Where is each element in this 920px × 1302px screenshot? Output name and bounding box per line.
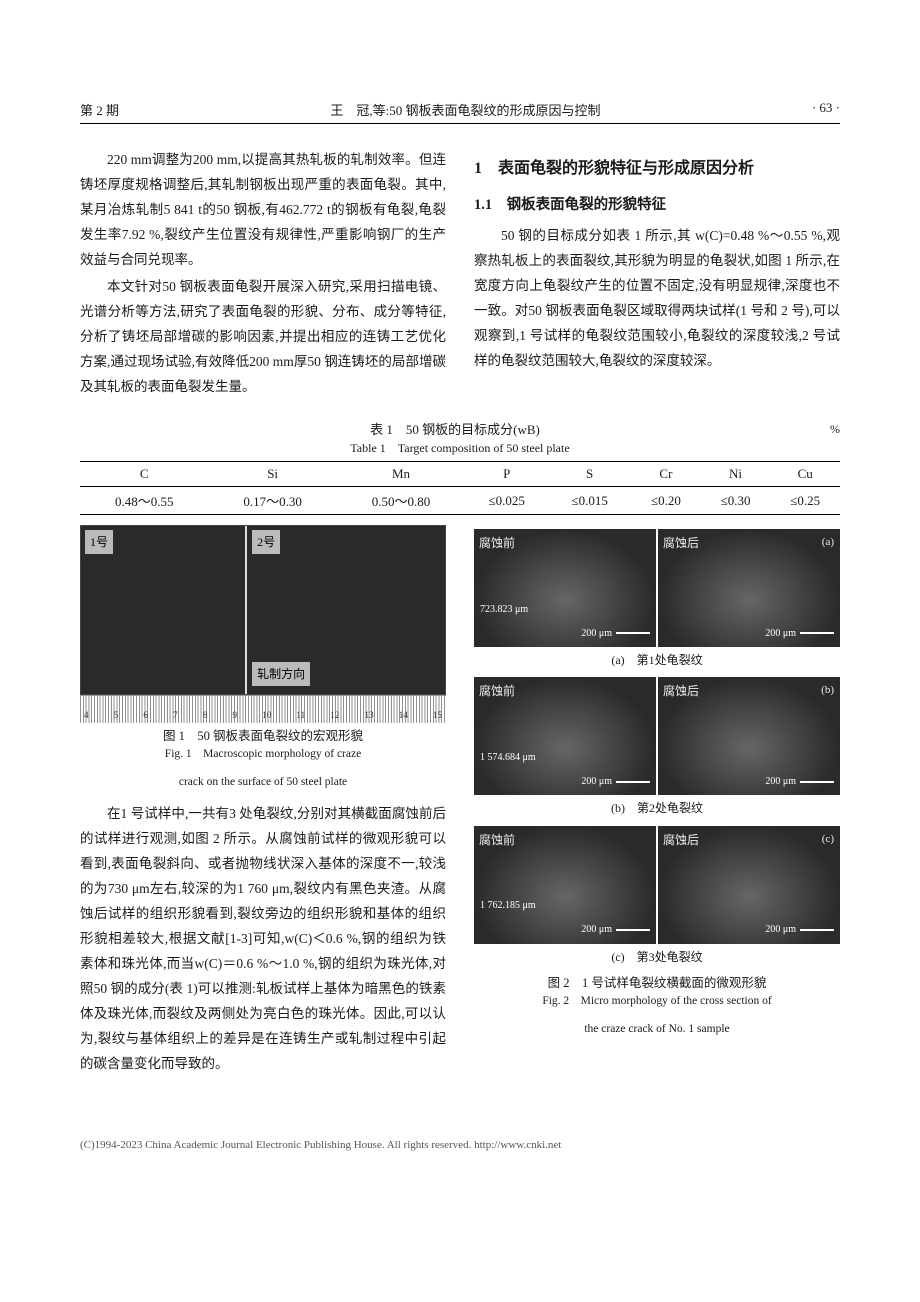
fig2a-subcaption: (a) 第1处龟裂纹 [474, 649, 840, 671]
measurement-b: 1 574.684 μm [480, 749, 536, 768]
panel-letter-a: (a) [822, 532, 834, 552]
ruler-tick: 10 [262, 707, 271, 724]
after-label: 腐蚀后 [663, 532, 699, 554]
ruler-tick: 6 [143, 707, 148, 724]
ruler-tick: 13 [365, 707, 374, 724]
scale-bar: 200 μm [765, 625, 834, 644]
rolling-direction-label: 轧制方向 [252, 662, 310, 686]
table-1-caption-en: Table 1 Target composition of 50 steel p… [80, 439, 840, 457]
intro-paragraph-1: 220 mm调整为200 mm,以提高其热轧板的轧制效率。但连铸坯厚度规格调整后… [80, 148, 446, 273]
panel-letter-c: (c) [822, 829, 834, 849]
col-header: Mn [337, 462, 465, 487]
fig2c-after: 腐蚀后 (c) 200 μm [658, 826, 840, 944]
body-paragraph-1: 在1 号试样中,一共有3 处龟裂纹,分别对其横截面腐蚀前后的试样进行观测,如图 … [80, 802, 446, 1077]
sample-2-label: 2号 [252, 530, 280, 554]
table-1: 表 1 50 钢板的目标成分(wB) % Table 1 Target comp… [80, 420, 840, 516]
cell: ≤0.30 [701, 487, 771, 515]
fig2b-after: 腐蚀后 (b) 200 μm [658, 677, 840, 795]
section-1-1-heading: 1.1 钢板表面龟裂的形貌特征 [474, 192, 840, 219]
left-column-intro: 220 mm调整为200 mm,以提高其热轧板的轧制效率。但连铸坯厚度规格调整后… [80, 148, 446, 402]
sample-1-label: 1号 [85, 530, 113, 554]
ruler-tick: 9 [233, 707, 238, 724]
before-label: 腐蚀前 [479, 532, 515, 554]
measurement-a: 723.823 μm [480, 601, 528, 620]
col-header: Si [208, 462, 336, 487]
sect1-1-paragraph: 50 钢的目标成分如表 1 所示,其 w(C)=0.48 %～0.55 %,观察… [474, 224, 840, 374]
footer-copyright: (C)1994-2023 China Academic Journal Elec… [80, 1139, 840, 1151]
cell: ≤0.20 [631, 487, 701, 515]
scale-bar: 200 μm [581, 625, 650, 644]
figure-1: 1号 2号 轧制方向 4 5 6 7 8 9 10 11 12 [80, 525, 446, 790]
scale-bar: 200 μm [765, 773, 834, 792]
col-header: P [465, 462, 548, 487]
issue: 第 2 期 [80, 100, 119, 119]
fig2-caption-en-2: the craze crack of No. 1 sample [474, 1021, 840, 1037]
fig2a-after: 腐蚀后 (a) 200 μm [658, 529, 840, 647]
col-header: Ni [701, 462, 771, 487]
cell: 0.48～0.55 [80, 487, 208, 515]
fig2c-subcaption: (c) 第3处龟裂纹 [474, 946, 840, 968]
fig2a-before: 腐蚀前 723.823 μm 200 μm [474, 529, 656, 647]
cell: 0.17～0.30 [208, 487, 336, 515]
cell: ≤0.025 [465, 487, 548, 515]
panel-letter-b: (b) [821, 680, 834, 700]
ruler-tick: 15 [433, 707, 442, 724]
fig2b-before: 腐蚀前 1 574.684 μm 200 μm [474, 677, 656, 795]
col-header: S [548, 462, 631, 487]
fig1-divider [245, 526, 247, 694]
ruler-tick: 8 [203, 707, 208, 724]
ruler-tick: 11 [296, 707, 305, 724]
paper-title: 王 冠,等:50 钢板表面龟裂纹的形成原因与控制 [330, 100, 600, 119]
after-label: 腐蚀后 [663, 680, 699, 702]
right-column-intro: 1 表面龟裂的形貌特征与形成原因分析 1.1 钢板表面龟裂的形貌特征 50 钢的… [474, 148, 840, 402]
cell: ≤0.015 [548, 487, 631, 515]
section-1-heading: 1 表面龟裂的形貌特征与形成原因分析 [474, 154, 840, 184]
before-label: 腐蚀前 [479, 829, 515, 851]
ruler-tick: 7 [173, 707, 178, 724]
table-1-caption-cn: 表 1 50 钢板的目标成分(wB) [370, 422, 540, 437]
fig1-caption-cn: 图 1 50 钢板表面龟裂纹的宏观形貌 [80, 727, 446, 746]
left-column-body: 1号 2号 轧制方向 4 5 6 7 8 9 10 11 12 [80, 525, 446, 1079]
running-head: 第 2 期 王 冠,等:50 钢板表面龟裂纹的形成原因与控制 · 63 · [80, 100, 840, 124]
ruler-tick: 4 [84, 707, 89, 724]
page-number: · 63 · [812, 100, 840, 119]
col-header: Cr [631, 462, 701, 487]
fig2c-before: 腐蚀前 1 762.185 μm 200 μm [474, 826, 656, 944]
table-1-unit: % [830, 420, 840, 438]
after-label: 腐蚀后 [663, 829, 699, 851]
cell: 0.50～0.80 [337, 487, 465, 515]
ruler-tick: 5 [114, 707, 119, 724]
measurement-c: 1 762.185 μm [480, 897, 536, 916]
before-label: 腐蚀前 [479, 680, 515, 702]
cell: ≤0.25 [770, 487, 840, 515]
fig1-image: 1号 2号 轧制方向 [80, 525, 446, 695]
fig2b-subcaption: (b) 第2处龟裂纹 [474, 797, 840, 819]
fig1-caption-en-2: crack on the surface of 50 steel plate [80, 774, 446, 790]
scale-bar: 200 μm [765, 921, 834, 940]
scale-bar: 200 μm [581, 773, 650, 792]
fig1-caption-en-1: Fig. 1 Macroscopic morphology of craze [80, 746, 446, 762]
col-header: Cu [770, 462, 840, 487]
right-column-body: 腐蚀前 723.823 μm 200 μm 腐蚀后 (a) 200 μm (a)… [474, 525, 840, 1079]
fig2-caption-cn: 图 2 1 号试样龟裂纹横截面的微观形貌 [474, 974, 840, 993]
intro-paragraph-2: 本文针对50 钢板表面龟裂开展深入研究,采用扫描电镜、光谱分析等方法,研究了表面… [80, 275, 446, 400]
ruler-tick: 12 [330, 707, 339, 724]
ruler-tick: 14 [399, 707, 408, 724]
scale-bar: 200 μm [581, 921, 650, 940]
fig2-caption-en-1: Fig. 2 Micro morphology of the cross sec… [474, 993, 840, 1009]
fig1-ruler: 4 5 6 7 8 9 10 11 12 13 14 15 [80, 695, 446, 723]
table-row: 0.48～0.55 0.17～0.30 0.50～0.80 ≤0.025 ≤0.… [80, 487, 840, 515]
col-header: C [80, 462, 208, 487]
table-row: C Si Mn P S Cr Ni Cu [80, 462, 840, 487]
figure-2: 腐蚀前 723.823 μm 200 μm 腐蚀后 (a) 200 μm (a)… [474, 529, 840, 1037]
